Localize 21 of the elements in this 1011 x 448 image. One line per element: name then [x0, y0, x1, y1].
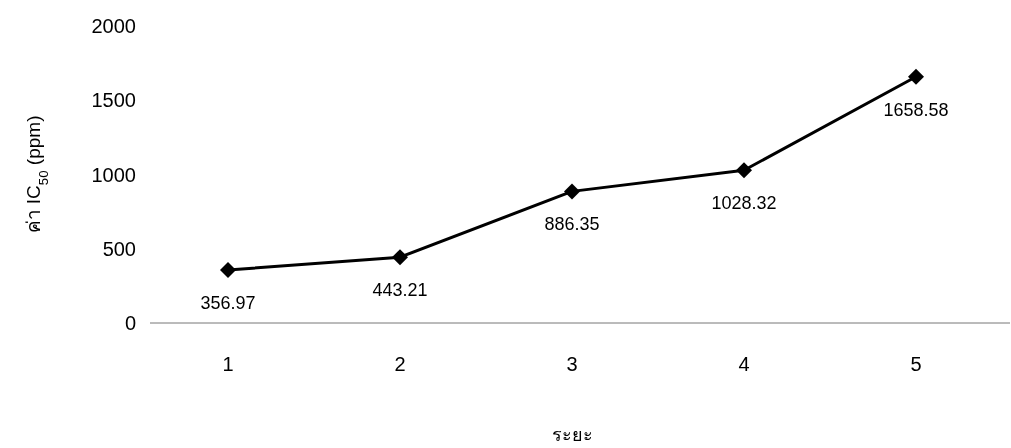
x-tick-label: 1	[222, 353, 234, 375]
point	[564, 183, 580, 200]
x-axis-title: ระยะ	[551, 425, 593, 445]
x-tick-label: 4	[738, 353, 750, 375]
data-label: 443.21	[372, 280, 428, 301]
point	[392, 249, 408, 266]
point	[220, 261, 236, 278]
data-label: 1658.58	[883, 99, 949, 120]
data-label: 886.35	[544, 214, 600, 235]
x-tick-label: 3	[566, 353, 578, 375]
x-tick-label: 5	[910, 353, 922, 375]
point	[736, 162, 752, 179]
data-label: 356.97	[200, 292, 256, 313]
y-tick-label: 0	[124, 312, 136, 334]
y-tick-label: 1500	[91, 89, 136, 112]
data-label: 1028.32	[711, 193, 777, 214]
point	[908, 68, 924, 85]
y-tick-label: 500	[102, 237, 136, 260]
x-tick-label: 2	[394, 353, 406, 375]
y-tick-label: 1000	[91, 163, 136, 186]
y-tick-label: 2000	[91, 15, 136, 37]
